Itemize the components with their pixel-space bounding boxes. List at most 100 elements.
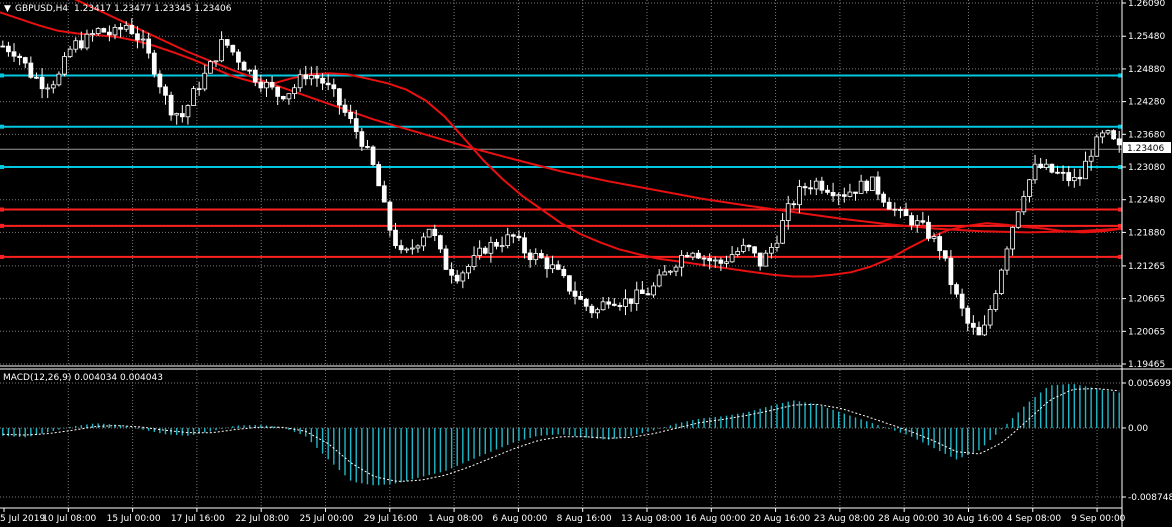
price-tick-label: 1.23080 (1128, 163, 1165, 173)
candle-body (785, 203, 791, 221)
candle-body (163, 86, 168, 96)
candle-body (914, 220, 920, 226)
candle-body (651, 285, 656, 296)
candle-body (954, 284, 959, 295)
candle-body (454, 274, 460, 282)
chart-menu-arrow-icon[interactable]: ▼ (4, 4, 11, 14)
time-tick-label: 17 Jul 16:00 (171, 514, 225, 524)
candle-body (1105, 130, 1111, 134)
candle-body (903, 209, 909, 217)
candle-body (443, 248, 449, 270)
candle-body (208, 61, 213, 74)
price-grid (0, 0, 1122, 366)
candle-body (1004, 248, 1010, 271)
candle-body (920, 220, 926, 223)
candle-body (17, 55, 22, 58)
candle-body (247, 69, 253, 72)
candle-body (735, 251, 741, 255)
level-anchor-left[interactable] (0, 73, 4, 78)
candle-body (707, 258, 713, 262)
candle-body (1015, 211, 1021, 228)
level-anchor-right[interactable] (1118, 124, 1122, 129)
candle-body (1094, 136, 1100, 157)
level-anchor-right[interactable] (1118, 73, 1122, 78)
candle-body (320, 77, 325, 84)
candle-body (516, 235, 522, 239)
candle-body (471, 255, 477, 267)
level-anchor-right[interactable] (1118, 207, 1122, 212)
candle-body (544, 257, 550, 270)
candle-body (477, 247, 483, 257)
candle-body (415, 245, 421, 249)
candle-body (886, 201, 892, 210)
candle-body (146, 38, 152, 54)
candle-body (1111, 130, 1116, 140)
candle-body (482, 247, 488, 254)
candle-body (236, 51, 241, 63)
current-price-tag: 1.23406 (1127, 144, 1164, 154)
ohlc-readout: 1.23417 1.23477 1.23345 1.23406 (74, 4, 232, 14)
candle-body (987, 309, 993, 326)
candle-body (533, 253, 539, 261)
candle-body (505, 234, 511, 247)
candle-body (679, 254, 684, 268)
candle-body (965, 307, 971, 324)
level-anchor-left[interactable] (0, 165, 4, 170)
macd-axis-labels: 0.005699 0.00 -0.008748 (1122, 379, 1172, 503)
candle-body (275, 86, 281, 97)
price-tick-label: 1.24880 (1128, 65, 1165, 75)
candle-body (813, 180, 819, 190)
candle-body (174, 113, 180, 116)
candle-body (1066, 172, 1072, 182)
level-anchor-left[interactable] (0, 223, 4, 228)
time-tick-label: 10 Jul 08:00 (42, 514, 96, 524)
candle-body (881, 193, 886, 203)
candle-body (942, 250, 948, 259)
level-anchor-left[interactable] (0, 207, 4, 212)
macd-header: MACD(12,26,9) 0.004034 0.004043 (3, 373, 163, 383)
candle-body (937, 236, 943, 252)
candle-body (752, 246, 757, 254)
candle-body (639, 289, 645, 294)
candle-body (931, 236, 937, 239)
candle-body (499, 245, 505, 248)
price-tick-label: 1.20665 (1128, 295, 1165, 305)
candle-body (359, 131, 365, 147)
candle-body (230, 44, 236, 53)
candle-body (314, 75, 320, 79)
level-anchor-right[interactable] (1118, 254, 1122, 259)
candle-body (959, 293, 965, 309)
candle-body (864, 180, 870, 191)
candle-body (712, 259, 718, 262)
candle-body (460, 272, 466, 282)
level-anchor-left[interactable] (0, 254, 4, 259)
candle-body (325, 82, 331, 86)
candle-body (1077, 177, 1083, 180)
candle-body (1100, 132, 1105, 138)
candle-body (948, 257, 954, 285)
price-tick-label: 1.24280 (1128, 98, 1165, 108)
candle-body (617, 305, 623, 307)
candle-body (6, 45, 11, 53)
candle-body (825, 189, 830, 193)
candle-body (898, 209, 903, 211)
candle-body (970, 322, 976, 328)
candle-body (763, 252, 769, 267)
candle-body (797, 186, 802, 206)
horizontal-levels[interactable] (0, 73, 1122, 259)
time-tick-label: 15 Jul 00:00 (107, 514, 161, 524)
candle-body (869, 176, 875, 191)
level-anchor-right[interactable] (1118, 223, 1122, 228)
candle-body (0, 45, 6, 48)
candle-body (381, 185, 387, 203)
candle-body (67, 48, 73, 57)
level-anchor-right[interactable] (1118, 165, 1122, 170)
candle-body (45, 87, 51, 90)
candle-body (118, 27, 123, 30)
time-tick-label: 6 Aug 00:00 (492, 514, 547, 524)
candle-body (34, 76, 39, 79)
level-anchor-left[interactable] (0, 124, 4, 129)
